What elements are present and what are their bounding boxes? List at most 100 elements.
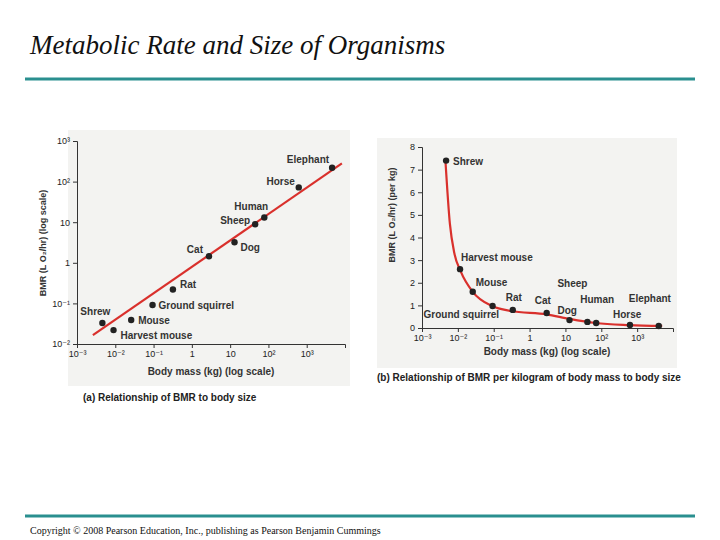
tick: 1	[190, 344, 195, 359]
point-label: Dog	[558, 305, 577, 316]
tick-label: 10⁻¹	[145, 349, 163, 359]
point-label: Horse	[613, 309, 642, 320]
tick-label: 10³	[57, 136, 70, 146]
data-point	[593, 320, 599, 326]
tick-label: 10	[60, 218, 70, 228]
y-axis-title: BMR (L O₂/hr) (log scale)	[38, 190, 48, 296]
label-layer: ShrewHarvest mouseMouseGround squirrelRa…	[80, 154, 329, 341]
tick-mark	[418, 305, 422, 306]
tick-label: 10³	[301, 349, 314, 359]
tick: 10⁻²	[52, 339, 77, 349]
tick-mark	[230, 344, 231, 348]
tick: 10³	[301, 344, 314, 359]
tick-mark	[154, 344, 155, 348]
tick: 10³	[57, 136, 77, 146]
tick-label: 10⁻²	[52, 339, 70, 349]
point-label: Ground squirrel	[424, 309, 500, 320]
tick: 10⁻¹	[52, 299, 77, 309]
tick-mark	[530, 328, 531, 332]
tick: 10³	[631, 328, 644, 343]
point-label: Human	[234, 201, 268, 212]
point-label: Shrew	[80, 306, 110, 317]
tick-label: 8	[410, 142, 415, 152]
tick-mark	[268, 344, 269, 348]
tick-label: 1	[190, 349, 195, 359]
tick-label: 10²	[262, 349, 275, 359]
data-point	[510, 307, 516, 313]
tick-label: 10⁻²	[107, 349, 125, 359]
point-label: Mouse	[138, 315, 170, 326]
data-point	[149, 302, 155, 308]
data-point	[470, 289, 476, 295]
tick-label: 10³	[631, 333, 644, 343]
data-point	[457, 266, 463, 272]
point-label: Cat	[535, 295, 552, 306]
tick: 10⁻²	[449, 328, 467, 343]
tick-mark	[73, 141, 77, 142]
tick-mark	[418, 170, 422, 171]
tick-label: 10⁻¹	[52, 299, 70, 309]
tick-label: 10	[226, 349, 236, 359]
chart-caption: (b) Relationship of BMR per kilogram of …	[377, 372, 681, 383]
point-layer	[99, 164, 335, 333]
tick: 10	[226, 344, 236, 359]
point-label: Rat	[506, 292, 523, 303]
tick: 10	[60, 218, 77, 228]
tick-label: 0	[410, 323, 415, 333]
data-point	[329, 164, 335, 170]
tick-label: 10⁻¹	[485, 333, 503, 343]
tick: 10²	[595, 328, 608, 343]
axis-line	[78, 345, 346, 349]
tick: 6	[410, 188, 422, 198]
tick-mark	[73, 303, 77, 304]
tick: 0	[410, 323, 422, 333]
panel-background	[68, 130, 350, 386]
data-point	[296, 184, 302, 190]
point-label: Dog	[241, 242, 260, 253]
tick-label: 5	[410, 210, 415, 220]
header-rule	[25, 78, 695, 81]
tick-label: 10⁻²	[449, 333, 467, 343]
tick: 7	[410, 165, 422, 175]
axis-line	[418, 148, 423, 329]
point-label: Horse	[266, 176, 295, 187]
tick-mark	[418, 215, 422, 216]
panel-background	[377, 138, 677, 368]
tick-label: 4	[410, 233, 415, 243]
chart-caption: (a) Relationship of BMR to body size	[83, 392, 257, 403]
point-label: Human	[580, 294, 614, 305]
data-point	[627, 322, 633, 328]
tick-label: 10²	[595, 333, 608, 343]
tick-label: 3	[410, 256, 415, 266]
tick-mark	[73, 344, 77, 345]
tick-mark	[418, 260, 422, 261]
data-point	[443, 157, 449, 163]
tick: 10²	[57, 177, 77, 187]
data-point	[99, 320, 105, 326]
tick: 10	[561, 328, 571, 343]
tick-mark	[458, 328, 459, 332]
point-label: Mouse	[476, 277, 508, 288]
data-point	[543, 310, 549, 316]
tick: 1	[528, 328, 533, 343]
tick: 10⁻³	[414, 328, 432, 343]
data-point	[566, 317, 572, 323]
tick: 5	[410, 210, 422, 220]
line-layer	[93, 163, 342, 335]
point-label: Shrew	[453, 156, 483, 167]
tick-label: 10²	[57, 177, 70, 187]
tick-mark	[494, 328, 495, 332]
tick: 10⁻¹	[145, 344, 163, 359]
y-axis: 10⁻²10⁻¹11010²10³	[52, 136, 77, 349]
tick-mark	[637, 328, 638, 332]
point-label: Ground squirrel	[159, 300, 235, 311]
tick-mark	[73, 222, 77, 223]
label-layer: Shrew Harvest mouse Mouse Ground squirrel Ra…	[424, 156, 672, 320]
tick-label: 7	[410, 165, 415, 175]
data-point	[252, 221, 258, 227]
data-point	[231, 239, 237, 245]
tick-label: 1	[410, 301, 415, 311]
x-axis: 10⁻³10⁻²10⁻¹11010²10³	[69, 344, 346, 359]
footer: Copyright © 2008 Pearson Education, Inc.…	[30, 525, 381, 536]
point-label: Harvest mouse	[461, 252, 533, 263]
